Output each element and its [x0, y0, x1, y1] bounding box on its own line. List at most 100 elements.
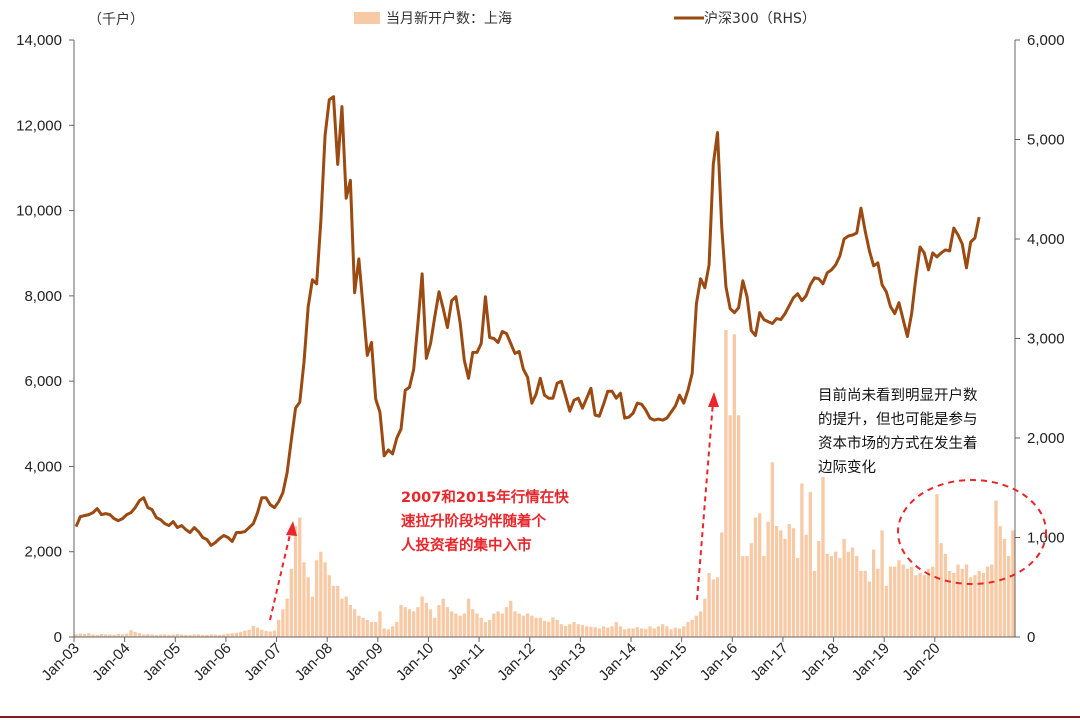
- bar: [395, 622, 399, 637]
- bar: [462, 613, 466, 637]
- bar: [909, 566, 914, 637]
- bar: [500, 613, 504, 637]
- bar: [711, 579, 715, 637]
- bar: [530, 615, 534, 637]
- bar: [403, 607, 407, 637]
- bar: [1011, 530, 1015, 637]
- bar: [779, 530, 783, 637]
- x-ticks: Jan-03 Jan-04 Jan-05 Jan-06 Jan-07 Jan-08 Jan-…: [38, 637, 944, 684]
- bar: [884, 585, 888, 637]
- bar: [741, 555, 745, 637]
- legend-label-line: 沪深300（RHS）: [704, 11, 816, 27]
- bar: [859, 570, 863, 637]
- right-tick-label: 4,000: [1027, 231, 1065, 248]
- bar: [905, 568, 910, 637]
- bar: [272, 630, 277, 637]
- x-tick-label: Jan-12: [494, 640, 538, 684]
- bar: [652, 628, 656, 637]
- bar: [694, 615, 699, 637]
- bar: [703, 598, 707, 637]
- arrow-2007-head: [286, 521, 297, 536]
- legend-label-bars: 当月新开户数：上海: [386, 10, 512, 27]
- bar: [555, 619, 559, 637]
- bar: [745, 555, 749, 637]
- bar: [133, 631, 137, 637]
- bar: [369, 622, 374, 637]
- bar: [597, 628, 601, 637]
- bar: [673, 627, 677, 637]
- annotation-left-line-1: 2007和2015年行情在快: [401, 488, 569, 506]
- bar: [424, 602, 428, 637]
- bar: [914, 575, 918, 637]
- bar: [171, 634, 175, 637]
- x-tick-label: Jan-04: [89, 640, 133, 684]
- left-tick-label: 14,000: [16, 32, 62, 49]
- bar: [985, 566, 990, 637]
- bar: [445, 607, 450, 637]
- x-tick-label: Jan-19: [849, 640, 893, 684]
- bar: [871, 549, 876, 637]
- bar: [800, 483, 804, 637]
- bar: [825, 553, 829, 637]
- bar: [753, 517, 758, 637]
- annotation-right-line-2: 的提升，但也可能是参与: [818, 411, 978, 428]
- bar: [808, 492, 812, 637]
- bar: [829, 555, 834, 637]
- bar: [631, 628, 635, 637]
- x-tick-label: Jan-13: [545, 640, 589, 684]
- bar: [525, 613, 530, 637]
- right-tick-label: 5,000: [1027, 132, 1065, 149]
- left-y-ticks: 0 2,000 4,000 6,000 8,000 10,000 12,000 14,000: [16, 32, 74, 646]
- bar: [1007, 555, 1011, 637]
- bar: [289, 568, 293, 637]
- bar: [973, 575, 977, 637]
- bar: [163, 634, 167, 637]
- bar: [791, 528, 796, 637]
- bar: [846, 551, 850, 637]
- bar: [479, 617, 483, 637]
- bar: [834, 551, 838, 637]
- bar: [390, 626, 395, 637]
- bar: [635, 627, 639, 637]
- bar: [209, 634, 213, 637]
- bar: [715, 577, 720, 637]
- annotation-left: 2007和2015年行情在快 速拉升阶段均伴随着个 人投资者的集中入市: [401, 488, 569, 554]
- bar: [534, 617, 538, 637]
- bar: [568, 624, 572, 637]
- left-tick-label: 4,000: [24, 458, 62, 475]
- annotation-left-line-2: 速拉升阶段均伴随着个: [401, 512, 546, 530]
- x-tick-label: Jan-18: [798, 640, 842, 684]
- bar: [104, 634, 108, 637]
- bar: [880, 530, 884, 637]
- bar: [724, 329, 728, 637]
- bar: [990, 564, 994, 637]
- bar: [150, 634, 154, 637]
- bar: [268, 631, 272, 637]
- bar: [475, 613, 479, 637]
- legend-swatch-bars: [354, 12, 380, 24]
- bar: [302, 562, 306, 638]
- bar: [504, 607, 509, 637]
- bar: [466, 598, 471, 637]
- x-tick-label: Jan-03: [38, 640, 82, 684]
- bar: [399, 605, 403, 637]
- bar: [758, 513, 762, 637]
- bar: [952, 573, 956, 637]
- right-tick-label: 0: [1027, 629, 1035, 646]
- bar: [897, 560, 901, 637]
- bar: [217, 634, 222, 637]
- left-tick-label: 8,000: [24, 288, 62, 305]
- bar: [281, 609, 285, 637]
- annotation-right: 目前尚未看到明显开户数 的提升，但也可能是参与 资本市场的方式在发生着 边际变化: [818, 387, 978, 476]
- bar: [623, 629, 627, 637]
- bar: [770, 462, 775, 637]
- bar: [108, 634, 112, 637]
- bar: [277, 619, 281, 637]
- bar: [749, 543, 753, 637]
- bar: [728, 415, 732, 637]
- bar: [141, 634, 146, 637]
- bar: [855, 555, 859, 637]
- bar: [407, 609, 412, 637]
- bar: [454, 613, 458, 637]
